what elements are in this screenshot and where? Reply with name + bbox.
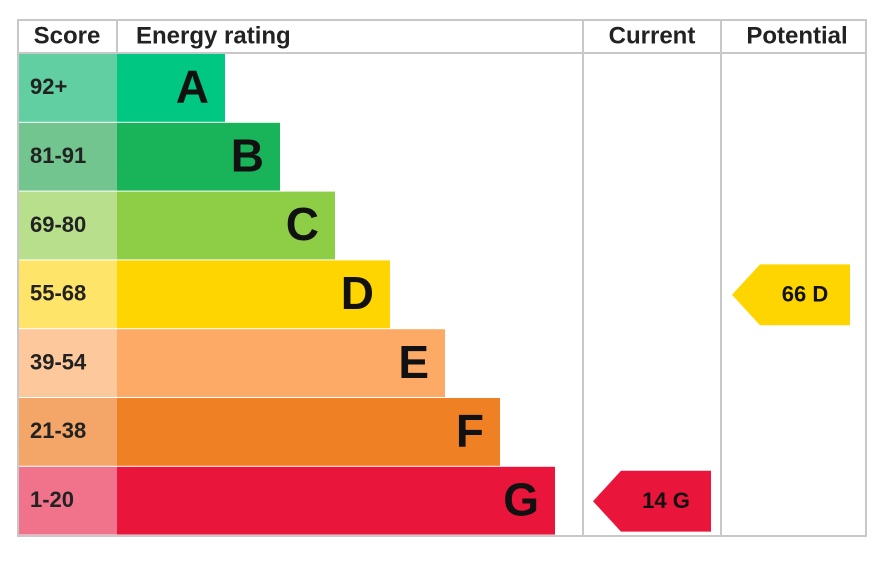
rating-arrow-label: 14 G (642, 488, 690, 513)
border (17, 19, 867, 537)
band-letter: E (398, 336, 429, 388)
band-letter: B (231, 129, 264, 181)
score-range: 21-38 (30, 418, 86, 443)
rating-arrow (593, 470, 711, 532)
score-cell (19, 54, 117, 122)
header-score: Score (34, 22, 101, 49)
rating-bar (117, 54, 225, 122)
rating-bar (117, 122, 280, 191)
score-cell (19, 329, 117, 397)
score-cell (19, 398, 117, 466)
score-cell (19, 466, 117, 535)
band-letter: F (456, 405, 484, 457)
table-frame (17, 19, 867, 537)
header-current: Current (609, 22, 696, 49)
header-rating: Energy rating (136, 22, 291, 49)
band-letter: G (503, 473, 539, 525)
score-range: 1-20 (30, 487, 74, 512)
score-range: 81-91 (30, 143, 86, 168)
score-range: 55-68 (30, 281, 86, 306)
score-range: 92+ (30, 74, 67, 99)
score-range: 69-80 (30, 212, 86, 237)
header-potential: Potential (746, 22, 847, 49)
score-cell (19, 122, 117, 191)
rating-arrow (732, 264, 850, 326)
rating-arrow-label: 66 D (782, 282, 828, 307)
rating-bar (117, 329, 445, 397)
band-letter: A (176, 61, 209, 113)
rating-bar (117, 466, 555, 535)
rating-bar (117, 398, 500, 466)
rating-bar (117, 191, 335, 260)
rating-bar (117, 260, 390, 329)
score-cell (19, 191, 117, 260)
band-letter: D (341, 267, 374, 319)
band-letter: C (286, 198, 319, 250)
score-cell (19, 260, 117, 329)
score-range: 39-54 (30, 349, 87, 374)
